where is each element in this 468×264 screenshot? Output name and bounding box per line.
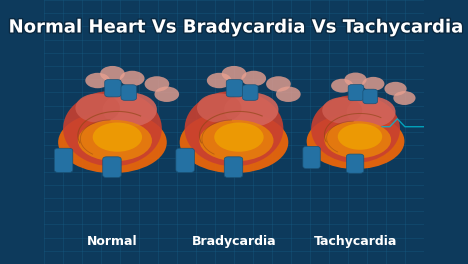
Ellipse shape [362,77,384,91]
Ellipse shape [266,76,291,92]
FancyBboxPatch shape [363,89,378,104]
Ellipse shape [180,111,288,173]
FancyBboxPatch shape [226,80,243,97]
FancyBboxPatch shape [346,154,364,173]
Ellipse shape [384,82,407,96]
Ellipse shape [78,120,152,161]
Text: Normal: Normal [87,235,138,248]
FancyBboxPatch shape [224,157,243,177]
Ellipse shape [120,71,145,86]
Ellipse shape [311,95,400,163]
Ellipse shape [100,66,125,81]
Ellipse shape [145,76,169,92]
Ellipse shape [154,87,179,102]
FancyBboxPatch shape [44,0,424,264]
Ellipse shape [307,114,404,169]
Ellipse shape [344,73,366,86]
Ellipse shape [85,73,110,88]
Ellipse shape [102,93,157,127]
FancyBboxPatch shape [54,148,73,172]
Ellipse shape [224,93,278,127]
Ellipse shape [276,87,300,102]
FancyBboxPatch shape [103,157,121,177]
FancyBboxPatch shape [176,148,194,172]
Ellipse shape [331,79,353,93]
Ellipse shape [393,91,416,105]
FancyBboxPatch shape [242,85,258,100]
FancyBboxPatch shape [303,146,320,169]
Ellipse shape [241,71,266,86]
FancyBboxPatch shape [121,85,137,100]
Ellipse shape [75,93,120,122]
FancyBboxPatch shape [348,84,364,101]
Text: Tachycardia: Tachycardia [314,235,397,248]
Ellipse shape [222,66,246,81]
Ellipse shape [347,96,395,127]
Text: Bradycardia: Bradycardia [192,235,276,248]
Ellipse shape [184,91,284,166]
Ellipse shape [93,122,142,152]
Ellipse shape [207,73,232,88]
Ellipse shape [199,120,273,161]
Ellipse shape [58,111,167,173]
FancyBboxPatch shape [105,80,121,97]
Ellipse shape [338,124,382,150]
Ellipse shape [322,97,362,124]
Ellipse shape [324,121,391,158]
Ellipse shape [197,93,241,122]
Ellipse shape [63,91,162,166]
Text: Normal Heart Vs Bradycardia Vs Tachycardia: Normal Heart Vs Bradycardia Vs Tachycard… [8,18,460,36]
Ellipse shape [214,122,263,152]
